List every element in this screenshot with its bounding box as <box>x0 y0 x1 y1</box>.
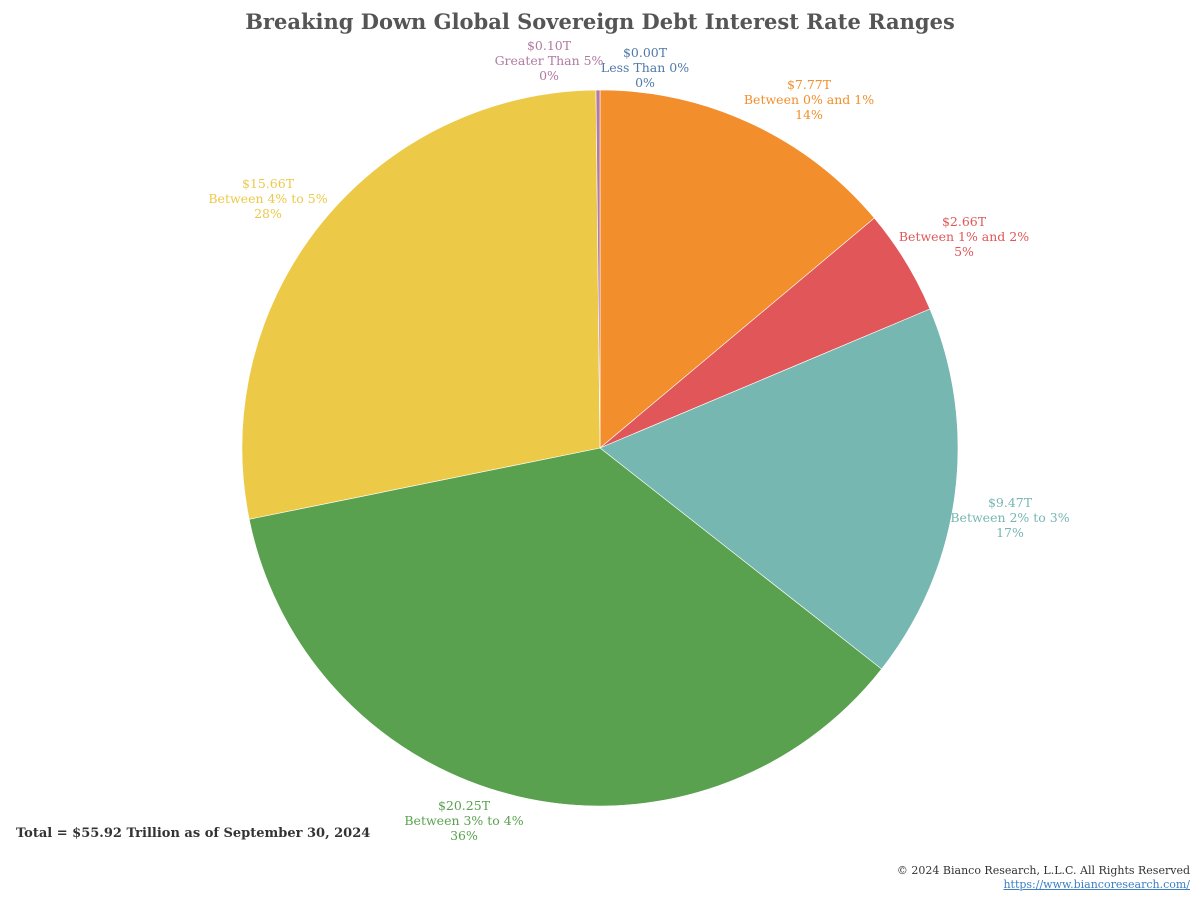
slice-value-label: $9.47T <box>988 495 1033 510</box>
slice-value-label: $20.25T <box>438 798 491 813</box>
pie-slices <box>241 89 959 807</box>
slice-value-label: $2.66T <box>942 214 987 229</box>
pie-slice-between-3-to-4 <box>248 447 883 807</box>
slice-percent-label: 36% <box>450 828 478 843</box>
slice-category-label: Between 2% to 3% <box>950 510 1069 525</box>
chart-title: Breaking Down Global Sovereign Debt Inte… <box>245 9 955 34</box>
slice-value-label: $15.66T <box>242 176 295 191</box>
slice-category-label: Greater Than 5% <box>495 53 604 68</box>
slice-category-label: Between 0% and 1% <box>744 92 874 107</box>
pie-slice-between-0-and-1 <box>599 89 875 449</box>
slice-percent-label: 28% <box>254 206 282 221</box>
slice-percent-label: 5% <box>954 244 974 259</box>
slice-percent-label: 0% <box>539 68 559 83</box>
slice-value-label: $7.77T <box>787 77 832 92</box>
pie-slice-between-4-to-5 <box>241 89 601 520</box>
website-link[interactable]: https://www.biancoresearch.com/ <box>1003 878 1190 891</box>
footer: © 2024 Bianco Research, L.L.C. All Right… <box>897 864 1190 892</box>
slice-category-label: Between 1% and 2% <box>899 229 1029 244</box>
copyright-text: © 2024 Bianco Research, L.L.C. All Right… <box>896 864 1190 877</box>
slice-percent-label: 17% <box>996 525 1024 540</box>
pie-slice-between-2-to-3 <box>599 308 959 670</box>
slice-category-label: Less Than 0% <box>601 60 689 75</box>
slice-value-label: $0.10T <box>527 38 572 53</box>
slice-percent-label: 0% <box>635 75 655 90</box>
slice-category-label: Between 4% to 5% <box>208 191 327 206</box>
slice-value-label: $0.00T <box>623 45 668 60</box>
total-note: Total = $55.92 Trillion as of September … <box>16 826 371 841</box>
pie-slice-greater-than-5 <box>595 89 601 449</box>
slice-percent-label: 14% <box>795 107 823 122</box>
slice-category-label: Between 3% to 4% <box>404 813 523 828</box>
